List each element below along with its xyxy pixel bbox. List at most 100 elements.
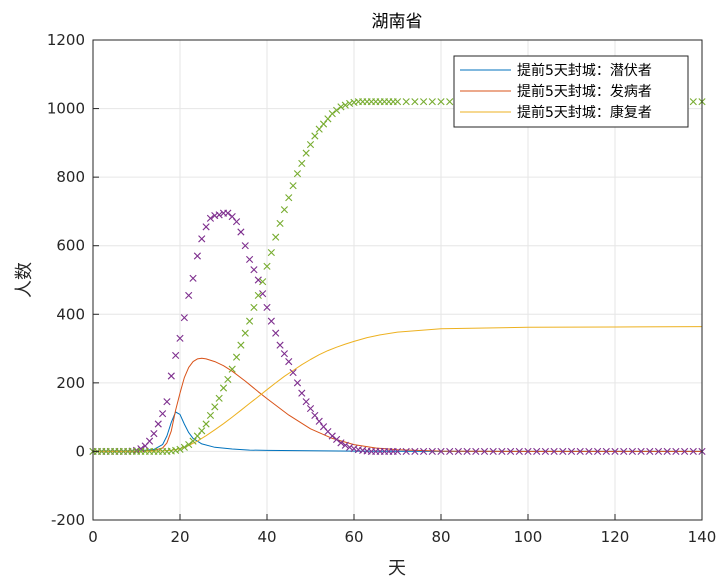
x-marker: [411, 447, 419, 456]
x-marker: [180, 443, 188, 451]
x-marker: [524, 447, 532, 456]
x-marker: [402, 447, 410, 456]
x-marker: [298, 159, 306, 168]
x-tick-label: 40: [257, 528, 276, 546]
x-marker: [411, 98, 419, 106]
x-marker: [337, 439, 345, 447]
x-marker: [346, 443, 354, 451]
x-marker: [428, 98, 436, 106]
x-marker: [289, 368, 297, 377]
x-marker: [472, 447, 480, 456]
x-marker: [189, 437, 197, 445]
x-marker: [285, 358, 293, 366]
x-marker: [541, 447, 549, 456]
x-marker: [163, 398, 171, 406]
x-marker: [594, 447, 602, 456]
x-marker: [507, 447, 515, 456]
x-marker: [672, 447, 680, 456]
x-marker: [172, 446, 180, 454]
x-marker: [241, 242, 249, 250]
x-marker: [328, 432, 336, 440]
x-marker: [232, 218, 241, 226]
x-marker: [341, 441, 349, 449]
y-axis-label: 人数: [14, 262, 35, 298]
x-marker: [237, 341, 245, 349]
x-marker: [172, 351, 180, 360]
x-marker: [246, 317, 254, 325]
x-marker: [237, 228, 245, 236]
x-marker: [132, 446, 141, 454]
x-marker: [319, 120, 328, 128]
x-marker: [663, 447, 671, 456]
x-marker: [602, 447, 610, 456]
x-marker: [681, 447, 689, 456]
x-marker: [437, 98, 445, 106]
x-marker: [654, 447, 663, 456]
x-marker: [280, 206, 288, 214]
x-marker: [298, 389, 306, 397]
x-marker: [285, 194, 293, 202]
x-tick-label: 20: [170, 528, 189, 546]
x-marker: [167, 372, 175, 380]
x-axis-label: 天: [388, 558, 406, 579]
x-marker: [272, 233, 280, 241]
x-marker: [289, 182, 297, 190]
x-marker: [263, 262, 271, 270]
axes-box: [92, 39, 703, 521]
x-marker: [346, 99, 354, 108]
x-marker: [328, 110, 336, 118]
x-marker: [428, 447, 436, 456]
x-marker: [311, 132, 319, 140]
y-tick-label: 1200: [47, 31, 85, 49]
x-marker: [267, 317, 275, 325]
x-marker: [628, 447, 636, 456]
x-marker: [293, 379, 302, 387]
x-marker: [206, 411, 215, 420]
x-marker: [446, 447, 454, 456]
x-marker: [254, 291, 262, 300]
x-marker: [272, 329, 280, 337]
x-marker: [420, 447, 428, 456]
x-marker: [393, 447, 402, 456]
x-marker: [224, 375, 232, 384]
y-tick-label: 200: [56, 374, 85, 392]
x-marker: [189, 274, 197, 282]
x-marker: [306, 140, 315, 149]
x-marker: [559, 447, 567, 456]
x-marker: [302, 398, 310, 406]
x-marker: [293, 170, 302, 178]
x-marker: [154, 420, 162, 428]
y-tick-label: 600: [56, 237, 85, 255]
x-marker: [250, 266, 258, 274]
x-marker: [263, 303, 271, 312]
x-marker: [145, 437, 154, 445]
legend-entry-label: 提前5天封城：发病者: [517, 83, 652, 100]
x-marker: [176, 334, 184, 342]
x-marker: [333, 435, 341, 444]
x-marker: [198, 427, 206, 435]
x-marker: [232, 353, 241, 361]
x-tick-label: 120: [601, 528, 630, 546]
ticks: 0 20 40 60 80 100 120 140-200020040060080010001…: [47, 31, 717, 546]
x-marker: [402, 98, 410, 106]
x-tick-label: 140: [688, 528, 717, 546]
x-marker: [454, 447, 462, 456]
x-marker: [224, 209, 232, 217]
x-marker: [576, 447, 584, 456]
series-line-1: [93, 357, 702, 452]
x-marker: [341, 101, 349, 109]
series-line-2: [93, 326, 703, 452]
x-marker: [420, 98, 428, 106]
x-marker: [333, 106, 341, 114]
x-marker: [515, 447, 523, 456]
x-marker: [198, 235, 206, 243]
x-marker: [489, 447, 497, 456]
x-marker: [259, 278, 267, 286]
x-tick-label: 0: [88, 528, 98, 546]
x-marker: [302, 149, 310, 157]
x-marker: [193, 252, 201, 260]
x-marker: [267, 248, 275, 257]
x-tick-label: 100: [514, 528, 543, 546]
